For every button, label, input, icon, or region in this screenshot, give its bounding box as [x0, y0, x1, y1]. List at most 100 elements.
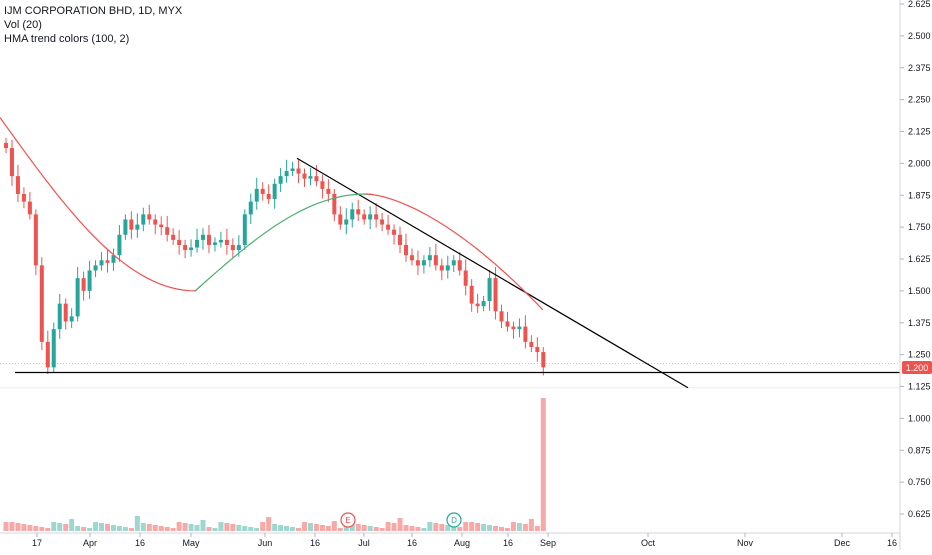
- volume-bar: [534, 526, 540, 531]
- candle: [99, 252, 104, 271]
- volume-bar: [242, 526, 248, 531]
- y-tick-label: 1.750: [908, 222, 931, 232]
- candle: [33, 209, 38, 276]
- y-tick-label: 2.375: [908, 63, 931, 73]
- volume-bar: [427, 522, 433, 531]
- volume-bar: [81, 527, 87, 531]
- volume-bar: [355, 524, 361, 531]
- volume-bar: [69, 519, 75, 531]
- volume-bar: [475, 523, 481, 531]
- candle: [224, 228, 229, 255]
- volume-bar: [522, 524, 528, 531]
- x-tick-label: Dec: [834, 538, 851, 548]
- y-tick-label: 1.875: [908, 190, 931, 200]
- last-price-badge: [902, 361, 932, 374]
- hma-line: [0, 117, 202, 292]
- volume-bar: [110, 525, 116, 531]
- price-reference-lines: [0, 363, 900, 389]
- downtrend-line[interactable]: [296, 157, 689, 389]
- x-tick-label: 16: [503, 538, 513, 548]
- candle: [9, 139, 14, 186]
- volume-bar: [415, 527, 421, 531]
- x-tick-label: May: [182, 538, 200, 548]
- x-tick-label: Jun: [258, 538, 273, 548]
- volume-bar: [499, 527, 505, 531]
- volume-bar: [385, 522, 391, 531]
- earnings-marker[interactable]: E: [340, 512, 356, 528]
- candle: [302, 168, 307, 187]
- candle: [487, 269, 492, 311]
- volume-bar: [278, 525, 284, 531]
- volume-bar: [3, 522, 9, 531]
- y-tick-label: 2.000: [908, 158, 931, 168]
- candle: [159, 216, 164, 236]
- volume-bar: [361, 525, 367, 531]
- volume-bar: [290, 527, 296, 531]
- candle: [27, 191, 32, 220]
- dividend-marker[interactable]: D: [446, 512, 462, 528]
- candle: [499, 304, 504, 329]
- candle: [332, 188, 337, 222]
- x-tick-label: 16: [135, 538, 145, 548]
- volume-bar: [439, 524, 445, 531]
- candle: [433, 243, 438, 271]
- volume-bar: [307, 523, 313, 531]
- time-axis[interactable]: 17 Apr 16 May Jun 16 Jul 16 Aug 16 Sep Oct Nov Dec 16: [32, 533, 897, 548]
- symbol-title[interactable]: IJM CORPORATION BHD, 1D, MYX: [4, 5, 183, 17]
- volume-bar: [367, 526, 373, 531]
- candle: [445, 255, 450, 279]
- candle: [111, 248, 116, 271]
- candle: [266, 184, 271, 205]
- volume-bar: [445, 525, 451, 531]
- candle: [421, 255, 426, 274]
- candle: [105, 249, 110, 273]
- volume-bar: [122, 527, 128, 531]
- volume-bar: [325, 526, 331, 531]
- candle: [63, 298, 68, 330]
- x-tick-label: Aug: [454, 538, 470, 548]
- y-tick-label: 2.125: [908, 127, 931, 137]
- candle: [457, 252, 462, 276]
- volume-bar: [134, 516, 140, 531]
- x-tick-label: Sep: [540, 538, 556, 548]
- candle: [398, 226, 403, 254]
- volume-bar: [39, 527, 45, 531]
- candle: [141, 207, 146, 232]
- candle: [87, 260, 92, 300]
- candle: [451, 255, 456, 273]
- volume-bars: [3, 397, 546, 531]
- candle: [535, 337, 540, 362]
- candle: [427, 247, 432, 267]
- y-tick-label: 1.250: [908, 350, 931, 360]
- price-axis[interactable]: 2.625 2.500 2.375 2.250 2.125 2.000 1.875 1.750…: [900, 0, 931, 519]
- volume-bar: [21, 524, 27, 531]
- y-tick-label: 0.625: [908, 509, 931, 519]
- volume-bar: [421, 528, 427, 531]
- candle: [403, 233, 408, 262]
- candle: [117, 225, 122, 262]
- hma-indicator-label[interactable]: HMA trend colors (100, 2): [4, 33, 130, 45]
- volume-bar: [9, 522, 15, 531]
- y-tick-label: 1.125: [908, 382, 931, 392]
- volume-bar: [457, 527, 463, 531]
- hma-down-segment: [365, 193, 544, 311]
- candle: [254, 177, 259, 210]
- volume-bar: [331, 521, 337, 531]
- drawn-lines[interactable]: [15, 157, 900, 389]
- candle: [123, 214, 128, 240]
- hma-up-segment: [194, 193, 373, 292]
- y-tick-label: 2.625: [908, 0, 931, 9]
- candle: [51, 322, 56, 373]
- candle: [475, 293, 480, 313]
- candle: [505, 311, 510, 332]
- y-tick-label: 1.500: [908, 286, 931, 296]
- x-tick-label: Apr: [83, 538, 97, 548]
- candle: [529, 335, 534, 353]
- volume-indicator-label[interactable]: Vol (20): [4, 19, 42, 31]
- volume-bar: [170, 528, 176, 531]
- volume-bar: [254, 528, 260, 531]
- candle: [386, 214, 391, 235]
